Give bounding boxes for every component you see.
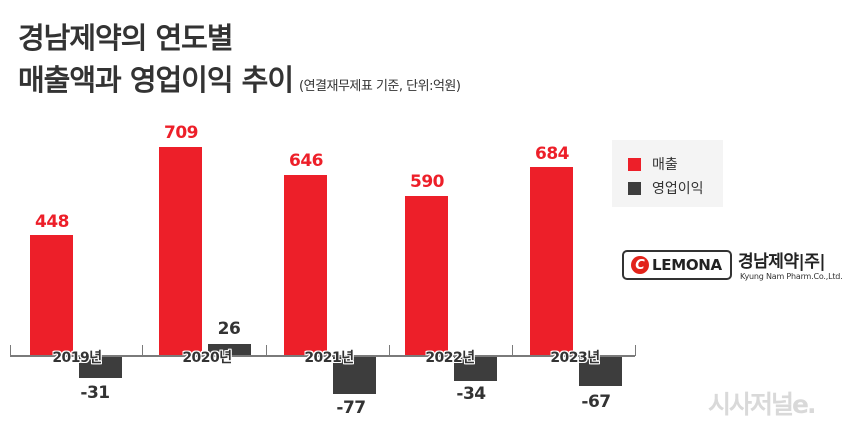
x-axis-label-2020: 2020년 xyxy=(182,350,232,366)
revenue-value-2019: 448 xyxy=(35,212,70,232)
revenue-value-2020: 709 xyxy=(164,123,199,143)
revenue-bar-2020 xyxy=(159,147,202,356)
legend-label-operating-profit: 영업이익 xyxy=(652,181,704,197)
legend-label-revenue: 매출 xyxy=(652,157,678,173)
operating-profit-bar-2022 xyxy=(454,356,497,381)
operating-profit-bar-2023 xyxy=(579,356,622,386)
lemona-logo: C LEMONA xyxy=(622,250,732,280)
operating-profit-value-2023: -67 xyxy=(581,392,611,412)
x-axis-label-2019: 2019년 xyxy=(52,350,102,366)
x-axis-label-2022: 2022년 xyxy=(425,350,475,366)
operating-profit-value-2022: -34 xyxy=(456,384,486,404)
revenue-bar-2022 xyxy=(405,196,448,356)
operating-profit-value-2021: -77 xyxy=(336,398,366,418)
x-axis-tick xyxy=(512,345,513,356)
legend-item-operating-profit: 영업이익 xyxy=(628,178,704,198)
chart-subtitle: (연결재무제표 기준, 단위:억원) xyxy=(299,79,461,94)
x-axis-line xyxy=(10,355,635,357)
lemona-brand-text: LEMONA xyxy=(652,256,722,274)
chart-title-line1: 경남제약의 연도별 xyxy=(18,21,234,55)
x-axis-tick xyxy=(389,345,390,356)
chart-title-text: 매출액과 영업이익 추이 xyxy=(18,63,294,97)
company-name-korean: 경남제약|주| xyxy=(738,252,826,272)
x-axis-tick xyxy=(142,345,143,356)
operating-profit-value-2019: -31 xyxy=(80,383,110,403)
revenue-bar-2021 xyxy=(284,175,327,356)
operating-profit-bar-2020 xyxy=(208,344,251,356)
revenue-value-2022: 590 xyxy=(410,172,445,192)
legend-swatch-revenue xyxy=(628,157,641,171)
publisher-watermark: 시사저널e. xyxy=(708,390,816,419)
chart-legend: 매출 영업이익 xyxy=(612,140,723,207)
revenue-bar-2023 xyxy=(530,167,573,356)
revenue-value-2021: 646 xyxy=(289,151,324,171)
x-axis-tick xyxy=(10,345,11,356)
company-name-english: Kyung Nam Pharm.Co.,Ltd. xyxy=(740,272,843,281)
revenue-value-2023: 684 xyxy=(535,144,570,164)
operating-profit-value-2020: 26 xyxy=(217,319,241,339)
operating-profit-bar-2019 xyxy=(79,356,122,378)
x-axis-label-2021: 2021년 xyxy=(304,350,354,366)
operating-profit-bar-2021 xyxy=(333,356,376,394)
x-axis-tick xyxy=(635,345,636,356)
x-axis-label-2023: 2023년 xyxy=(550,350,600,366)
x-axis-tick xyxy=(266,345,267,356)
legend-item-revenue: 매출 xyxy=(628,154,678,174)
legend-swatch-operating-profit xyxy=(628,181,641,195)
chart-title-line2: 매출액과 영업이익 추이 (연결재무제표 기준, 단위:억원) xyxy=(18,63,461,97)
lemona-c-icon: C xyxy=(631,256,649,274)
revenue-bar-2019 xyxy=(30,235,73,356)
